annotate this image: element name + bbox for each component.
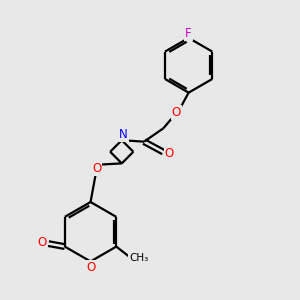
Text: O: O	[37, 236, 46, 249]
Text: O: O	[92, 162, 101, 175]
Text: O: O	[172, 106, 181, 119]
Text: CH₃: CH₃	[129, 254, 148, 263]
Text: O: O	[165, 147, 174, 160]
Text: F: F	[185, 27, 192, 40]
Text: N: N	[119, 128, 128, 141]
Text: O: O	[86, 261, 95, 274]
